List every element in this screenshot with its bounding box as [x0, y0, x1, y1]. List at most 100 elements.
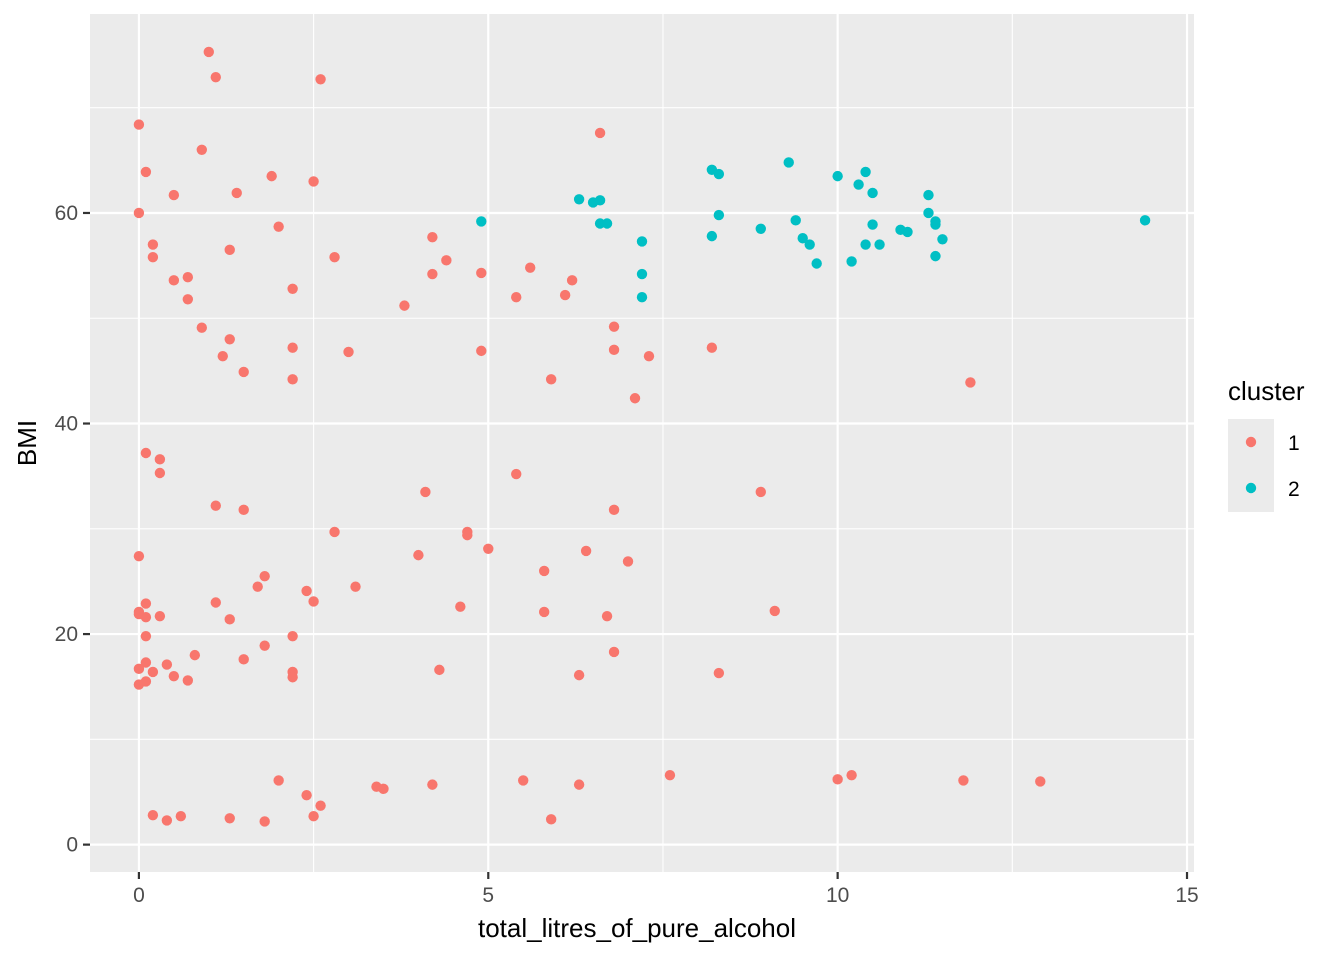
data-point-cluster-1	[287, 342, 298, 353]
data-point-cluster-2	[867, 187, 878, 199]
data-point-cluster-2	[713, 209, 725, 221]
data-point-cluster-1	[511, 468, 522, 480]
data-point-cluster-1	[140, 166, 152, 178]
data-point-cluster-1	[238, 504, 249, 516]
data-point-cluster-2	[930, 250, 941, 262]
data-point-cluster-2	[937, 234, 948, 245]
y-tick-label: 40	[55, 413, 78, 436]
data-point-cluster-1	[525, 262, 536, 273]
data-point-cluster-1	[538, 565, 550, 577]
data-point-cluster-1	[462, 529, 473, 541]
data-point-cluster-1	[147, 251, 159, 263]
data-point-cluster-1	[518, 775, 529, 786]
data-point-cluster-1	[175, 811, 187, 822]
data-point-cluster-1	[573, 669, 585, 681]
y-tick-label: 0	[66, 834, 78, 857]
data-point-cluster-1	[224, 614, 235, 625]
data-point-cluster-2	[930, 219, 941, 230]
data-point-cluster-1	[140, 657, 152, 668]
minor-gridlines	[90, 14, 1194, 872]
data-point-cluster-1	[161, 815, 173, 826]
data-point-cluster-1	[238, 654, 249, 665]
data-points	[133, 46, 1151, 827]
data-point-cluster-1	[287, 374, 298, 385]
data-point-cluster-1	[511, 291, 522, 303]
data-point-cluster-1	[182, 271, 194, 283]
data-point-cluster-1	[196, 144, 207, 156]
data-point-cluster-1	[755, 486, 766, 498]
data-point-cluster-2	[476, 216, 487, 227]
data-point-cluster-1	[259, 570, 270, 582]
data-point-cluster-1	[154, 467, 166, 479]
data-point-cluster-1	[622, 556, 634, 567]
data-point-cluster-1	[608, 504, 620, 516]
data-point-cluster-1	[259, 640, 270, 651]
data-point-cluster-2	[832, 170, 843, 182]
data-point-cluster-2	[860, 239, 871, 250]
data-point-cluster-2	[797, 233, 808, 244]
data-point-cluster-1	[210, 597, 221, 608]
data-point-cluster-1	[580, 545, 592, 557]
data-point-cluster-1	[832, 774, 843, 785]
legend-title: cluster	[1228, 376, 1305, 406]
data-point-cluster-1	[329, 251, 340, 263]
data-point-cluster-2	[713, 168, 725, 180]
data-point-cluster-1	[147, 666, 159, 678]
y-tick-label: 60	[55, 202, 78, 225]
legend-label-cluster-2: 2	[1288, 478, 1300, 501]
data-point-cluster-1	[224, 334, 235, 345]
y-axis-title: BMI	[12, 420, 42, 466]
data-point-cluster-1	[196, 322, 207, 333]
data-point-cluster-2	[636, 291, 648, 303]
legend-label-cluster-1: 1	[1288, 432, 1300, 455]
data-point-cluster-1	[476, 267, 487, 279]
data-point-cluster-1	[545, 374, 557, 385]
data-point-cluster-2	[601, 218, 613, 229]
data-point-cluster-1	[189, 649, 201, 661]
data-point-cluster-2	[594, 195, 606, 206]
data-point-cluster-1	[573, 779, 585, 790]
data-point-cluster-1	[399, 300, 410, 311]
data-point-cluster-1	[483, 543, 494, 555]
data-point-cluster-1	[308, 811, 319, 822]
data-point-cluster-1	[434, 664, 445, 676]
data-point-cluster-1	[315, 74, 326, 85]
data-point-cluster-2	[867, 219, 878, 230]
data-point-cluster-1	[329, 526, 340, 538]
data-point-cluster-1	[147, 239, 159, 250]
data-point-cluster-1	[629, 393, 641, 404]
data-point-cluster-1	[133, 550, 145, 562]
data-point-cluster-1	[601, 610, 613, 622]
data-point-cluster-1	[664, 769, 676, 781]
data-point-cluster-1	[706, 342, 718, 353]
data-point-cluster-1	[350, 581, 361, 592]
data-point-cluster-1	[301, 585, 312, 597]
data-point-cluster-1	[566, 275, 578, 286]
data-point-cluster-2	[783, 157, 794, 168]
data-point-cluster-1	[420, 486, 431, 498]
x-tick-label: 15	[1175, 884, 1198, 907]
data-point-cluster-1	[769, 605, 780, 617]
data-point-cluster-1	[559, 289, 571, 301]
data-point-cluster-1	[154, 454, 166, 465]
data-point-cluster-1	[958, 775, 969, 786]
data-point-cluster-2	[790, 215, 801, 226]
data-point-cluster-2	[573, 194, 585, 205]
data-point-cluster-2	[636, 268, 648, 280]
data-point-cluster-1	[231, 187, 242, 199]
data-point-cluster-1	[203, 46, 214, 58]
data-point-cluster-1	[287, 283, 298, 294]
data-point-cluster-1	[217, 350, 228, 362]
data-point-cluster-1	[455, 601, 466, 612]
data-point-cluster-2	[860, 166, 871, 178]
x-tick-label: 0	[133, 884, 145, 907]
legend-key-cluster-1	[1245, 436, 1257, 448]
data-point-cluster-1	[643, 350, 655, 362]
x-axis: 0 5 10 15	[133, 872, 1199, 907]
major-gridlines	[90, 14, 1194, 872]
data-point-cluster-1	[210, 500, 221, 511]
data-point-cluster-1	[538, 606, 550, 618]
data-point-cluster-1	[273, 775, 284, 786]
